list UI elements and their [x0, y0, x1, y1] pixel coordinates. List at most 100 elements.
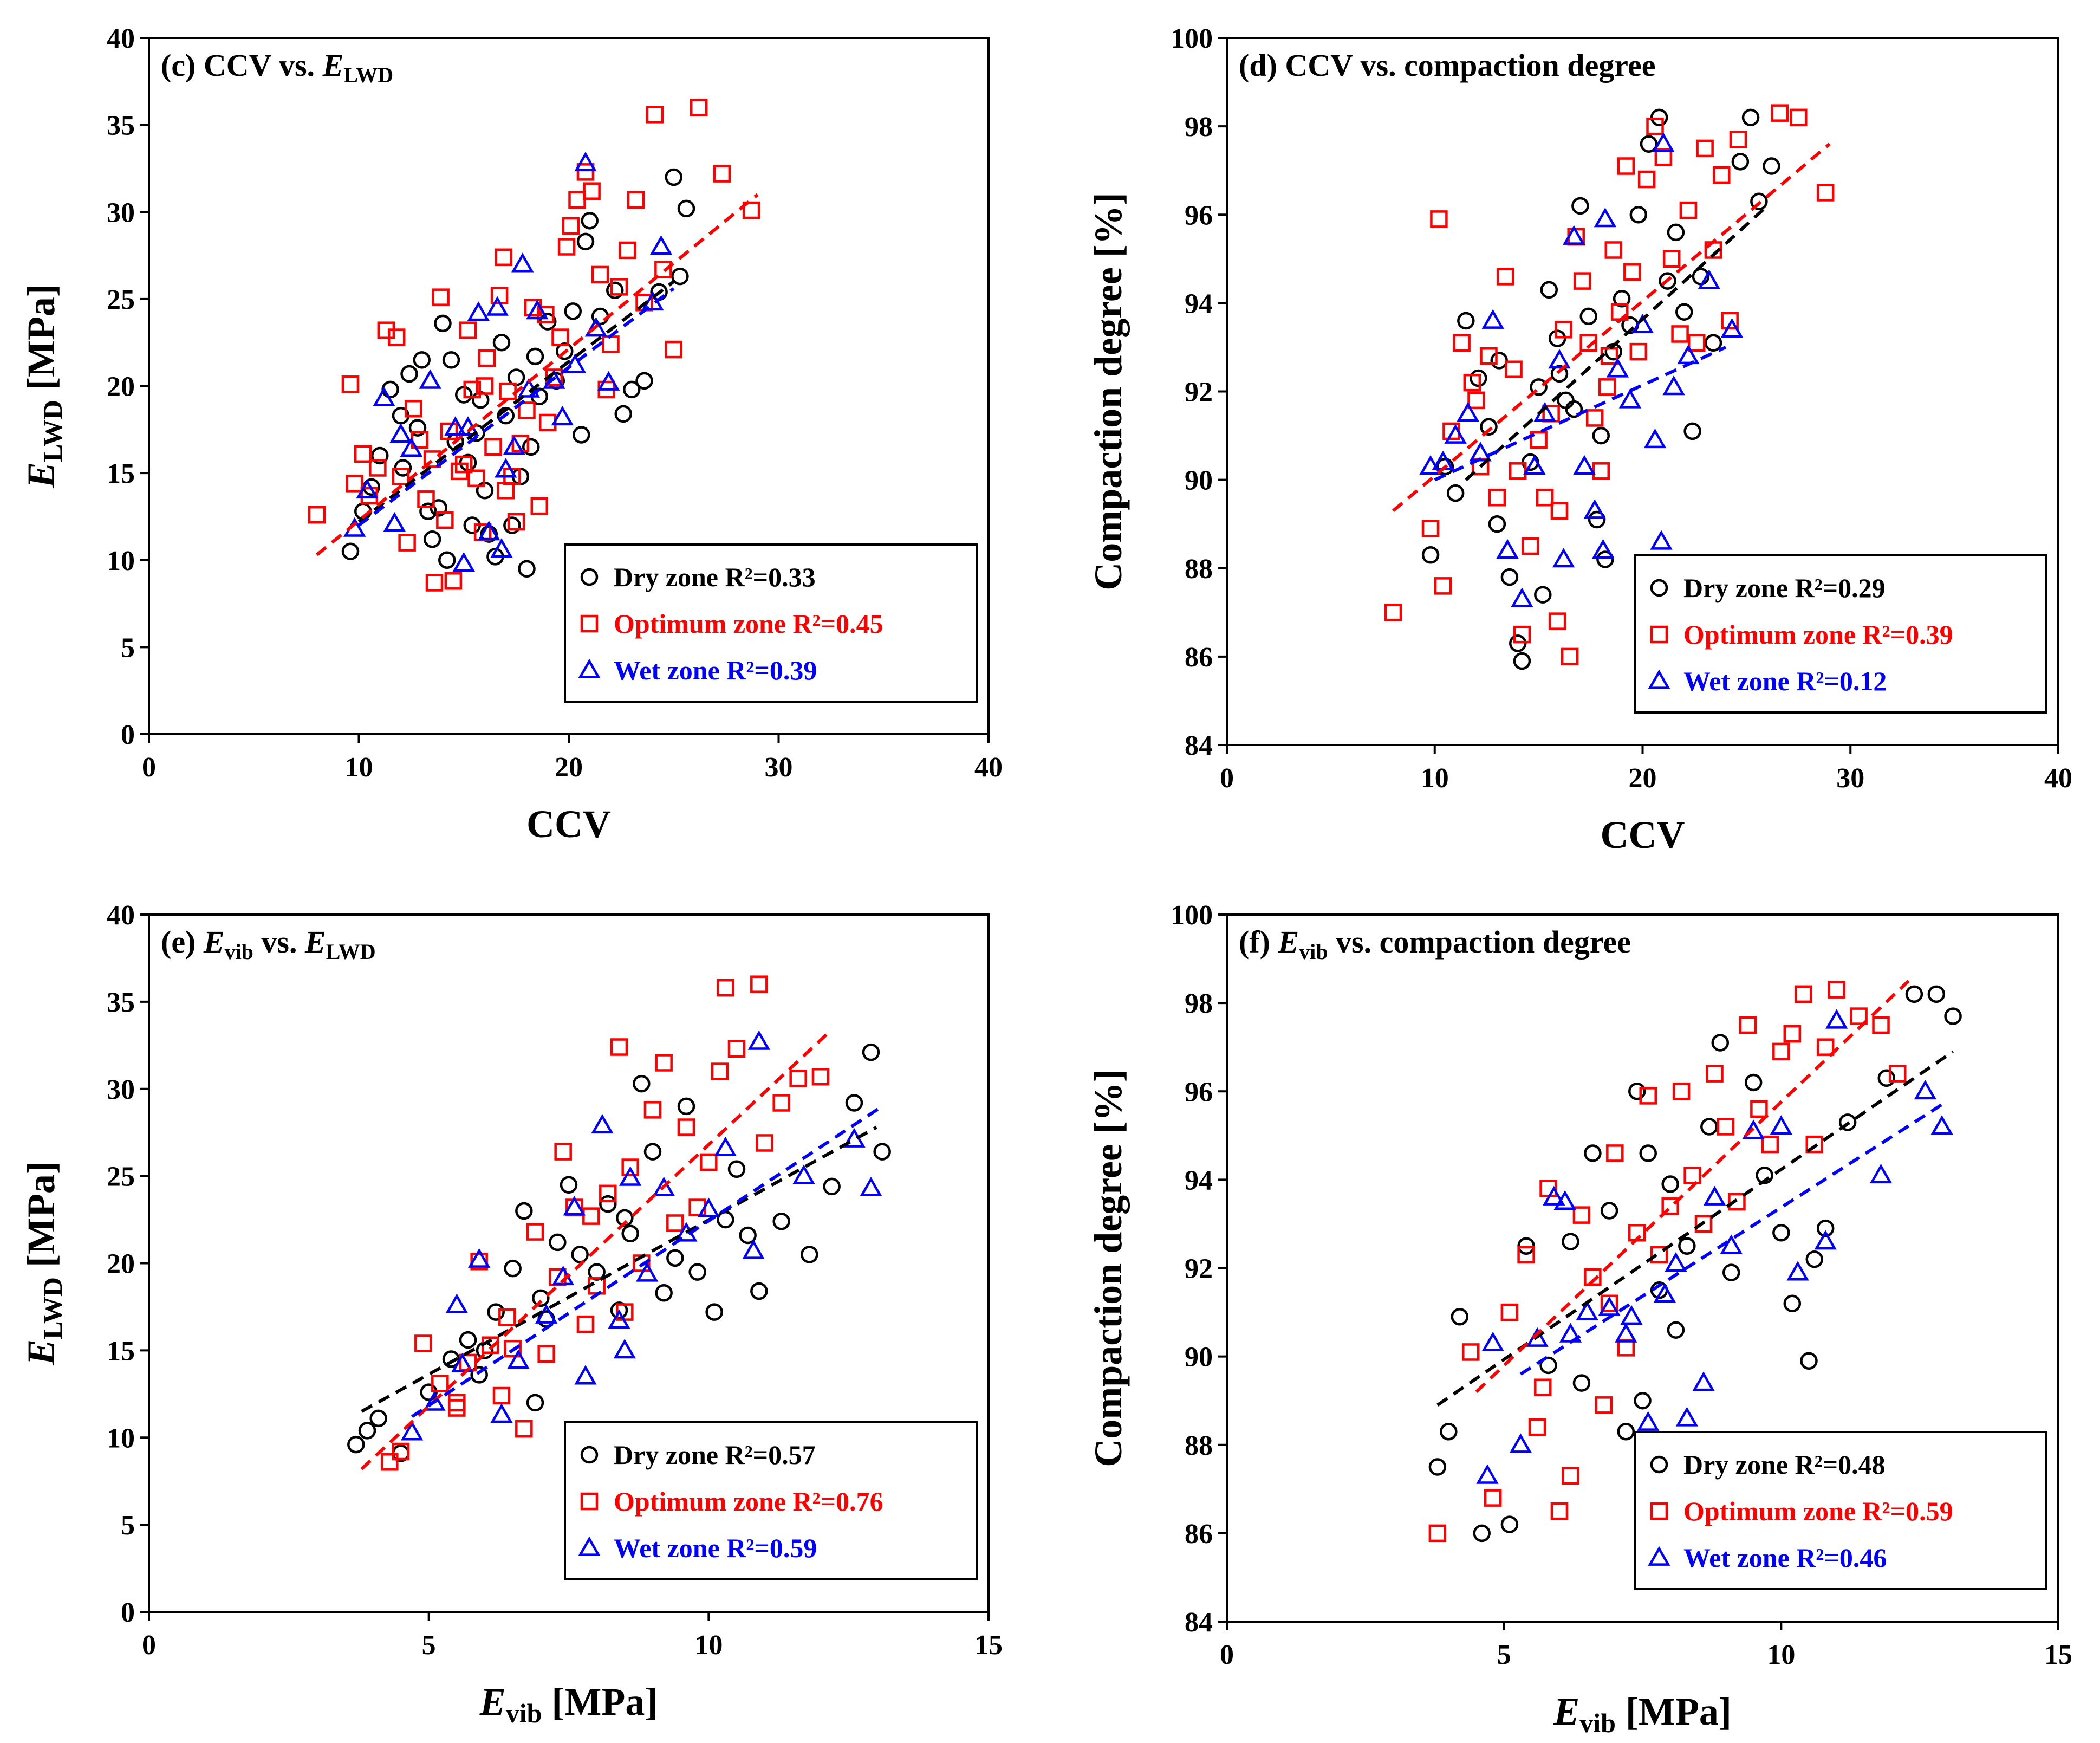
trend-line — [1434, 346, 1727, 482]
data-point — [1659, 272, 1676, 290]
data-point — [1800, 1352, 1818, 1370]
data-point — [571, 1246, 589, 1263]
data-point — [1509, 1433, 1532, 1453]
data-point — [1562, 1467, 1579, 1485]
trend-line — [357, 287, 675, 527]
data-point — [1473, 1524, 1491, 1543]
data-point — [621, 1224, 639, 1243]
legend: Dry zone R²=0.57 Optimum zone R²=0.76 Wet … — [564, 1421, 978, 1580]
x-tick-label: 40 — [2044, 763, 2072, 794]
data-point — [1696, 139, 1714, 158]
data-point — [419, 369, 441, 389]
data-point — [756, 1134, 773, 1152]
data-point — [1500, 568, 1519, 586]
data-point — [467, 1248, 491, 1268]
data-point — [1600, 1202, 1618, 1220]
y-tick-label: 84 — [1185, 1607, 1213, 1638]
x-tick-label: 0 — [1220, 1640, 1234, 1670]
y-tick-label: 90 — [1185, 1342, 1213, 1373]
data-point — [532, 1289, 550, 1307]
data-point — [1548, 349, 1571, 369]
data-point — [562, 217, 580, 235]
data-point — [643, 1101, 662, 1119]
y-tick-label: 40 — [107, 23, 135, 54]
panel-title: (d) CCV vs. compaction degree — [1239, 48, 1656, 83]
data-point — [360, 487, 379, 505]
data-point — [1517, 1237, 1535, 1255]
data-point — [1584, 1144, 1602, 1162]
data-point — [507, 513, 525, 531]
legend-entry: Wet zone R²=0.39 — [614, 655, 817, 685]
legend-entry: Wet zone R²=0.59 — [614, 1533, 817, 1563]
data-point — [1914, 1079, 1937, 1100]
data-point — [1617, 157, 1635, 175]
data-point — [476, 377, 494, 395]
data-point — [1720, 318, 1744, 338]
data-point — [487, 1303, 505, 1321]
y-axis-title: Compaction degree [%] — [1087, 1069, 1130, 1467]
data-point — [549, 1233, 567, 1252]
data-point — [564, 302, 582, 320]
data-point — [486, 296, 509, 316]
data-point — [459, 321, 477, 339]
data-point — [1930, 1115, 1953, 1135]
y-axis-title: ELWD [MPa] — [19, 1161, 68, 1366]
data-point — [652, 1176, 675, 1196]
data-point — [671, 267, 689, 286]
data-point — [1888, 1065, 1907, 1083]
data-point — [1650, 1246, 1668, 1264]
legend: Dry zone R²=0.29 Optimum zone R²=0.39 Wet … — [1634, 554, 2047, 714]
data-point — [1453, 334, 1471, 352]
data-point — [1721, 312, 1739, 330]
legend-marker — [580, 568, 599, 586]
data-point — [1744, 1073, 1763, 1092]
data-point — [1675, 303, 1693, 321]
data-point — [1698, 269, 1720, 289]
data-point — [1816, 1038, 1835, 1056]
data-point — [448, 1394, 466, 1412]
data-point — [1671, 325, 1689, 343]
data-point — [1623, 263, 1641, 281]
data-point — [467, 469, 485, 488]
data-point — [1384, 604, 1402, 621]
legend-entry: Dry zone R²=0.33 — [614, 562, 816, 592]
data-point — [478, 349, 496, 367]
data-point — [688, 1263, 706, 1281]
trend-line — [1392, 142, 1831, 513]
data-point — [1606, 358, 1629, 378]
data-point — [347, 1435, 365, 1454]
data-point — [495, 458, 517, 478]
data-point — [713, 165, 731, 183]
data-point — [574, 1365, 597, 1385]
series-dry-zone — [341, 168, 695, 578]
y-tick-label: 86 — [1185, 1519, 1213, 1550]
data-point — [1591, 539, 1615, 559]
data-point — [860, 1176, 882, 1196]
data-point — [1584, 1268, 1602, 1286]
y-tick-label: 30 — [107, 1074, 135, 1105]
data-point — [400, 365, 418, 383]
data-point — [434, 314, 452, 333]
data-point — [1683, 422, 1701, 440]
data-point — [419, 502, 437, 521]
data-point — [1646, 117, 1664, 135]
legend-marker — [578, 1536, 601, 1556]
data-point — [727, 1040, 746, 1058]
data-point — [614, 405, 632, 423]
data-point — [750, 1282, 768, 1300]
trend-line — [1465, 204, 1769, 481]
data-point — [354, 445, 372, 463]
data-point — [358, 1422, 376, 1440]
data-point — [1462, 1343, 1480, 1361]
series-dry-zone — [1421, 108, 1780, 670]
data-point — [518, 401, 536, 419]
data-point — [526, 300, 549, 320]
y-tick-label: 94 — [1185, 288, 1213, 319]
y-tick-label: 25 — [107, 1162, 135, 1193]
x-tick-label: 10 — [694, 1630, 723, 1661]
chart-panel-d: 0 10 20 30 40 84 86 88 90 92 94 96 98 100 CCV Compactio… — [1087, 23, 2072, 857]
data-point — [1563, 225, 1585, 245]
data-point — [1700, 1118, 1718, 1136]
chart-panel-e: 0 5 10 15 0 5 10 15 20 25 30 35 40 Evib [MPa] ELWD [MP… — [19, 900, 1003, 1728]
data-point — [1536, 489, 1554, 507]
